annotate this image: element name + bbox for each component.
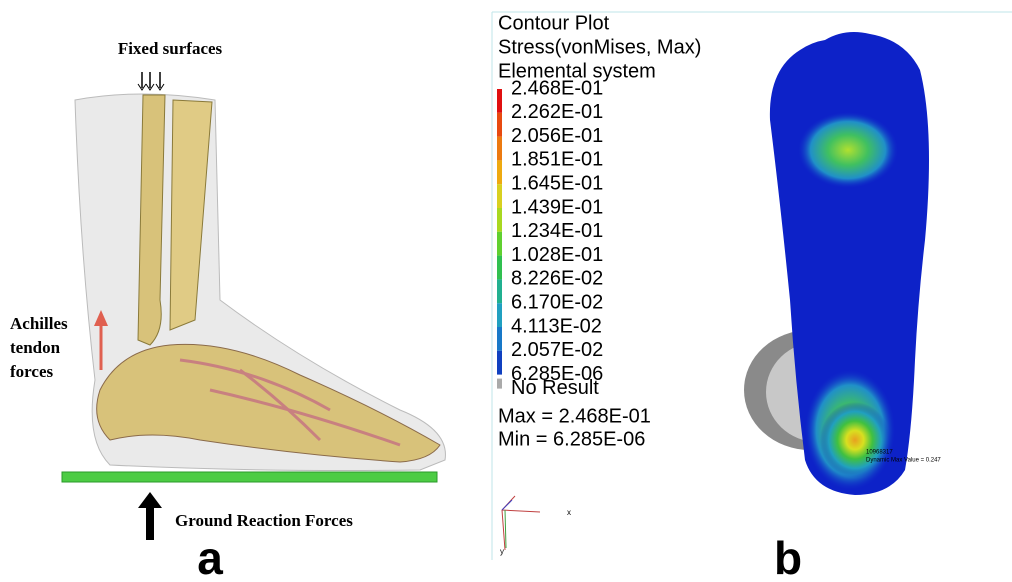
legend-value: 1.439E-01: [511, 196, 603, 218]
node-id: 10968317: [866, 450, 893, 456]
legend-value: 2.056E-01: [511, 125, 603, 147]
color-swatch: [497, 232, 502, 256]
legend-value: 2.057E-02: [511, 339, 603, 361]
legend-value: 1.028E-01: [511, 244, 603, 266]
axis-triad: [502, 496, 540, 550]
color-swatch: [497, 379, 502, 389]
legend-value: 1.234E-01: [511, 220, 603, 242]
ground-label: Ground Reaction Forces: [175, 511, 353, 530]
figure-canvas: Fixed surfaces Achilles tendon forces Gr…: [0, 0, 1012, 582]
panel-letter: a: [197, 532, 223, 582]
color-swatch: [497, 303, 502, 327]
no-result-label: No Result: [511, 377, 599, 399]
legend-title: Contour Plot: [498, 12, 610, 34]
panel-letter: b: [774, 532, 802, 582]
color-swatch: [497, 208, 502, 232]
color-swatch: [497, 351, 502, 375]
legend-value: 6.170E-02: [511, 291, 603, 313]
legend-value: 1.851E-01: [511, 149, 603, 171]
color-swatch: [497, 327, 502, 351]
figure: Fixed surfaces Achilles tendon forces Gr…: [0, 0, 1012, 582]
min-label: Min = 6.285E-06: [498, 428, 645, 450]
color-swatch: [497, 279, 502, 303]
foot-model: [62, 72, 445, 540]
legend-value: 8.226E-02: [511, 268, 603, 290]
fixed-label: Fixed surfaces: [118, 39, 223, 58]
achilles-label: Achilles: [10, 314, 68, 333]
legend-value: 2.468E-01: [511, 77, 603, 99]
legend-value: 4.113E-02: [511, 315, 602, 337]
legend-value: 1.645E-01: [511, 172, 603, 194]
axis-label: y: [500, 547, 504, 556]
axis-label: x: [567, 508, 571, 517]
color-swatch: [497, 160, 502, 184]
achilles-label: forces: [10, 362, 53, 381]
color-swatch: [497, 137, 502, 161]
color-swatch: [497, 113, 502, 137]
legend-value: 2.262E-01: [511, 101, 603, 123]
color-swatch: [497, 89, 502, 113]
max-annotation: Dynamic Max Value = 0.247: [866, 458, 941, 464]
color-swatch: [497, 256, 502, 280]
max-label: Max = 2.468E-01: [498, 405, 651, 427]
legend-title: Stress(vonMises, Max): [498, 36, 701, 58]
achilles-label: tendon: [10, 338, 61, 357]
color-swatch: [497, 184, 502, 208]
foot-contour: [744, 32, 929, 495]
